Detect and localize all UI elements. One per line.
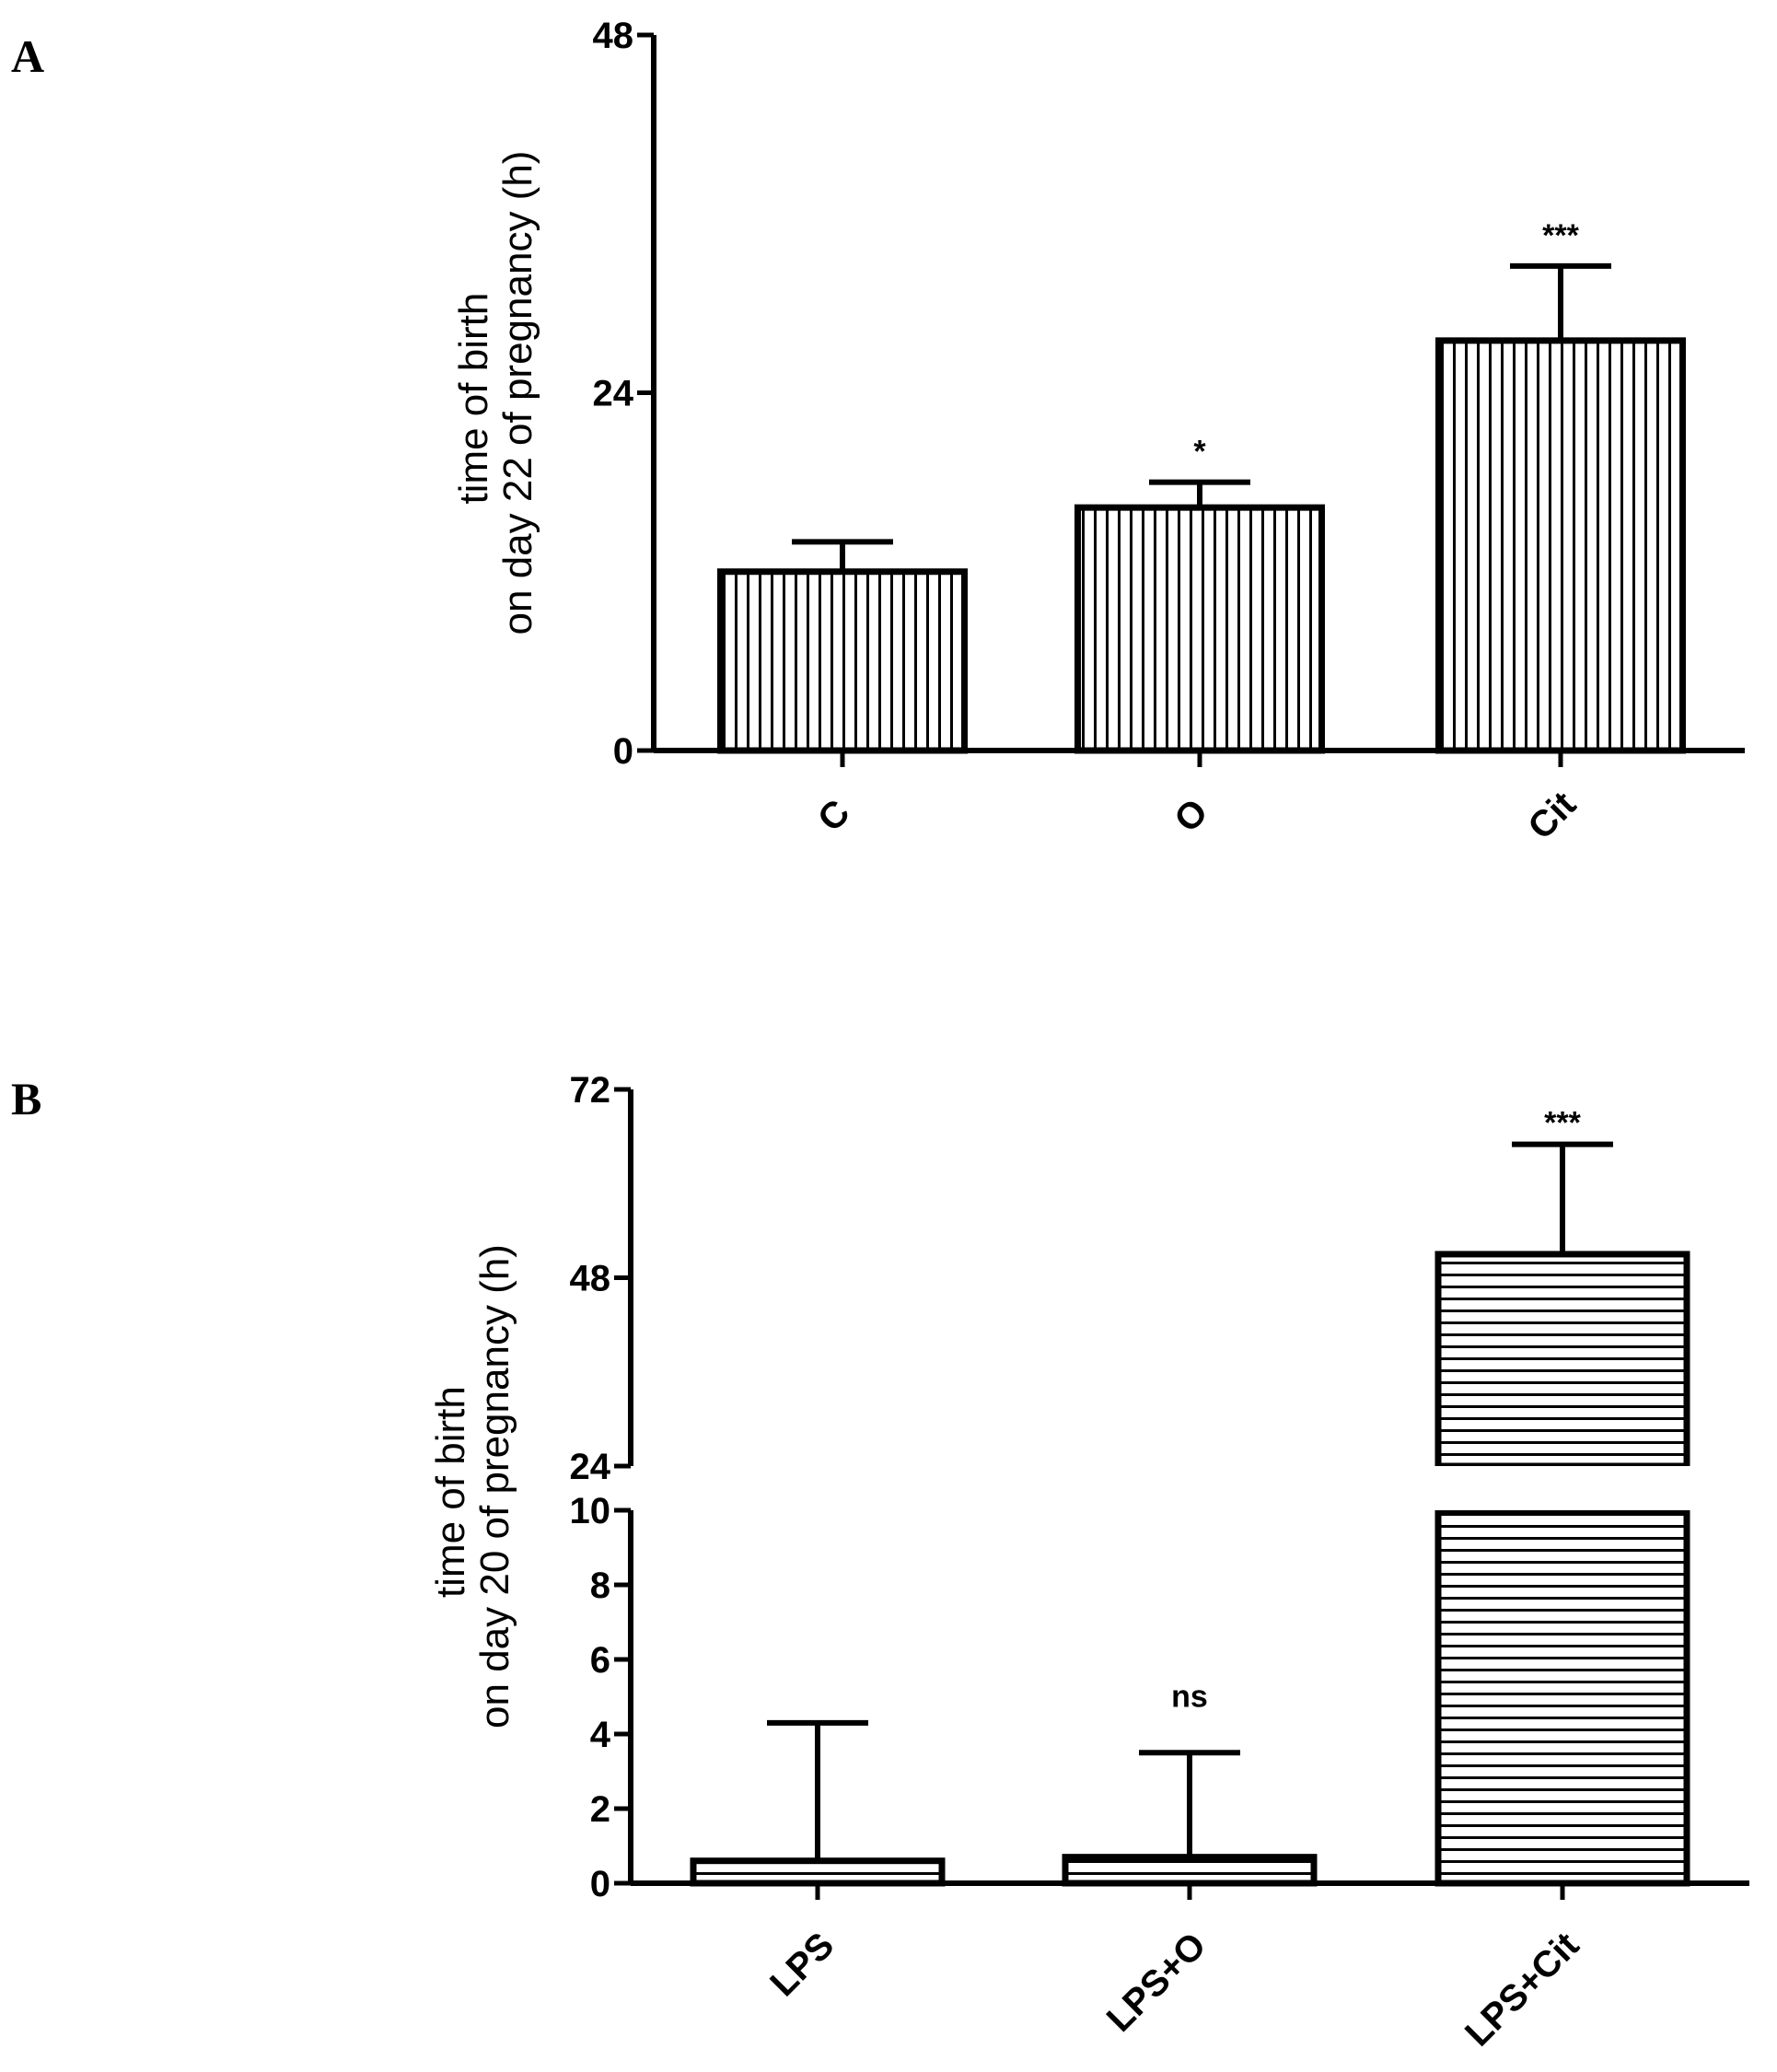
panel-b-chart: B time of birth on day 20 of pregnancy (… [11,1070,1749,2055]
panel-b-letter: B [11,1073,41,1124]
panel-a-x-label-o: O [1167,791,1215,840]
panel-b-y-tick-label: 8 [590,1566,610,1606]
panel-a-significance: * [1193,435,1206,470]
panel-b-y-tick-label: 0 [590,1864,610,1904]
panel-a-bar-o [1074,504,1325,754]
panel-a-significance: *** [1542,218,1579,253]
panel-a-y-tick-label: 24 [593,374,634,414]
panel-b-y-tick-label: 4 [590,1715,611,1755]
panel-a-bar-cit [1435,337,1686,754]
panel-a-bar-c [717,568,968,754]
panel-a-y-axis-label-line2: on day 22 of pregnancy (h) [495,151,540,635]
panel-b-bar-lps [690,1857,946,1887]
panel-a-y-tick-label: 48 [593,16,634,56]
panel-b-y-axis-label-line1: time of birth [428,1386,473,1598]
panel-b-bar-lps-o [1062,1854,1318,1887]
panel-b-x-label-lps: LPS [762,1925,842,2004]
panel-b-bar-lps-cit-upper [1434,1251,1690,1470]
panel-a-x-label-cit: Cit [1520,784,1584,847]
panel-a-letter: A [11,30,44,82]
panel-b-y-tick-label: 2 [590,1789,610,1830]
panel-a-y-tick-label: 0 [613,731,633,772]
panel-b-y-axis-label-line2: on day 20 of pregnancy (h) [472,1244,517,1729]
panel-b-significance: ns [1171,1679,1208,1714]
panel-b-x-label-lps-cit: LPS+Cit [1458,1925,1586,2054]
panel-a-chart: A time of birth on day 22 of pregnancy (… [11,16,1745,847]
panel-a-x-label-c: C [810,792,858,840]
panel-a-marks: 0 24 48 C O * Cit *** [593,16,1745,847]
panel-b-y-tick-label: 24 [570,1447,611,1487]
panel-b-axis-break-gap [1433,1466,1692,1510]
panel-b-bar-lps-cit [1434,1507,1690,1887]
panel-b-y-tick-label: 6 [590,1640,610,1681]
panel-b-x-label-lps-o: LPS+O [1099,1925,1214,2040]
panel-b-significance: *** [1544,1106,1581,1141]
panel-b-y-axis-label: time of birth on day 20 of pregnancy (h) [428,1244,517,1729]
panel-b-y-tick-label: 48 [570,1259,611,1299]
panel-b-y-tick-label: 10 [570,1491,611,1531]
panel-b-y-tick-label: 72 [570,1070,611,1111]
panel-a-y-axis-label: time of birth on day 22 of pregnancy (h) [451,151,540,635]
panel-a-y-axis-label-line1: time of birth [451,293,496,505]
